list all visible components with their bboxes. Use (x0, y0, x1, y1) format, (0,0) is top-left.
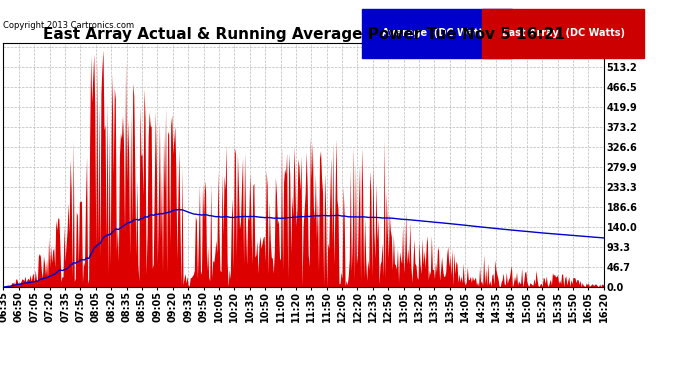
Title: East Array Actual & Running Average Power Tue Nov 5 16:21: East Array Actual & Running Average Powe… (43, 27, 564, 42)
Text: East Array  (DC Watts): East Array (DC Watts) (502, 28, 624, 38)
Text: Average  (DC Watts): Average (DC Watts) (382, 28, 493, 38)
Text: Copyright 2013 Cartronics.com: Copyright 2013 Cartronics.com (3, 21, 135, 30)
